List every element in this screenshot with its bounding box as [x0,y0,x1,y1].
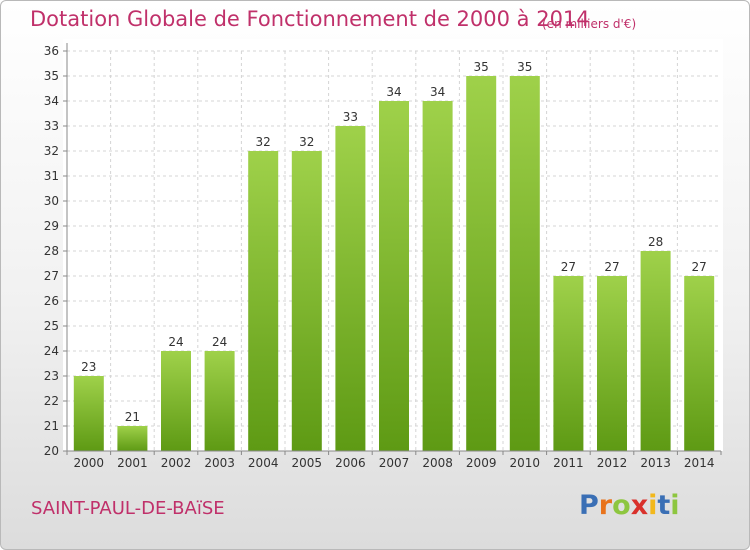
bar [379,101,409,451]
bar [161,351,191,451]
y-tick-label: 20 [44,444,59,458]
y-tick-label: 25 [44,319,59,333]
data-label: 34 [386,85,401,99]
bar [509,76,540,451]
y-tick-label: 24 [44,344,59,358]
bar [248,151,279,451]
y-tick-label: 34 [44,94,59,108]
logo-letter: t [657,490,671,521]
bar [117,426,148,451]
data-label: 35 [474,60,489,74]
y-tick-label: 30 [44,194,59,208]
data-label: 27 [561,260,576,274]
logo-letter: i [670,490,680,521]
proxiti-logo[interactable]: Proxiti [579,490,680,521]
y-tick-label: 36 [44,44,59,58]
bar [597,276,627,451]
data-label: 24 [212,335,227,349]
y-tick-label: 26 [44,294,59,308]
bar [291,151,322,451]
y-tick-label: 28 [44,244,59,258]
x-tick-label: 2010 [510,456,541,470]
data-label: 34 [430,85,445,99]
data-label: 27 [604,260,619,274]
logo-letter: i [648,490,658,521]
y-tick-label: 23 [44,369,59,383]
x-tick-label: 2011 [553,456,584,470]
data-label: 33 [343,110,358,124]
commune-name: SAINT-PAUL-DE-BAïSE [31,498,225,519]
bar [640,251,671,451]
x-tick-label: 2014 [684,456,715,470]
logo-letter: r [598,490,613,521]
x-tick-label: 2013 [640,456,671,470]
bar [73,376,104,451]
x-tick-label: 2003 [204,456,235,470]
bar [204,351,235,451]
x-tick-label: 2004 [248,456,279,470]
y-tick-label: 29 [44,219,59,233]
axes: 20 21 22 23 24 25 26 27 28 29 30 31 32 33 34 35 36 2000 20… [44,43,722,470]
data-label: 35 [517,60,532,74]
data-label: 21 [125,410,140,424]
y-tick-label: 32 [44,144,59,158]
y-tick-label: 35 [44,69,59,83]
bar [422,101,453,451]
data-label: 28 [648,235,663,249]
bar [684,276,715,451]
x-tick-label: 2006 [335,456,366,470]
x-tick-label: 2002 [161,456,192,470]
y-tick-label: 33 [44,119,59,133]
x-tick-label: 2008 [422,456,453,470]
bar [553,276,584,451]
logo-letter: o [612,490,631,521]
data-label: 27 [692,260,707,274]
x-tick-label: 2001 [117,456,148,470]
y-tick-label: 21 [44,419,59,433]
logo-letter: x [630,490,649,521]
data-label: 23 [81,360,96,374]
x-tick-label: 2005 [292,456,323,470]
chart-subtitle: (en milliers d'€) [542,17,637,31]
chart-title: Dotation Globale de Fonctionnement de 20… [30,7,590,31]
x-tick-label: 2009 [466,456,497,470]
bars: 23 21 24 24 32 32 33 34 34 35 35 27 27 28 27 [73,60,715,451]
logo-letter: P [579,490,599,521]
x-tick-label: 2000 [74,456,105,470]
data-label: 32 [299,135,314,149]
data-label: 24 [168,335,183,349]
data-label: 32 [256,135,271,149]
y-tick-label: 27 [44,269,59,283]
x-tick-label: 2012 [597,456,628,470]
bar [335,126,366,451]
x-tick-label: 2007 [379,456,410,470]
y-tick-label: 22 [44,394,59,408]
y-tick-label: 31 [44,169,59,183]
bar [466,76,497,451]
